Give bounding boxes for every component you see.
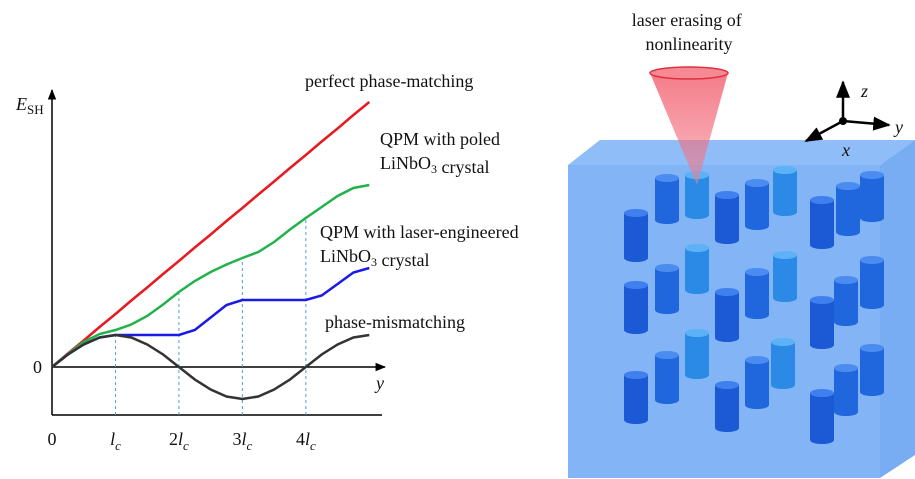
cylinder bbox=[771, 342, 795, 389]
figure: 0 ESH y 0 lc 2lc 3lc 4lc perfect phase-matching Q… bbox=[0, 0, 915, 479]
cylinder-top bbox=[810, 296, 834, 304]
cylinders bbox=[624, 166, 884, 444]
cylinder-top bbox=[655, 351, 679, 359]
cylinder bbox=[655, 178, 679, 224]
cylinder bbox=[715, 292, 739, 342]
cylinder-top bbox=[773, 251, 797, 259]
cylinder-top bbox=[685, 329, 709, 337]
cylinder bbox=[860, 348, 884, 396]
cylinder bbox=[624, 375, 648, 424]
crystal-top bbox=[568, 140, 915, 165]
x-tick-label: 4lc bbox=[296, 429, 316, 453]
cylinder bbox=[834, 280, 858, 326]
cylinder bbox=[745, 183, 769, 230]
crystal-diagram: laser erasing of nonlinearity z y x bbox=[568, 10, 915, 478]
cylinder bbox=[773, 170, 797, 216]
cylinder-top bbox=[810, 196, 834, 204]
axis-y bbox=[843, 121, 889, 125]
cylinder-top bbox=[685, 244, 709, 252]
cylinder bbox=[715, 385, 739, 432]
x-tick-label: 3lc bbox=[232, 429, 252, 453]
x-tick-label: lc bbox=[110, 429, 121, 453]
y-axis-label: ESH bbox=[15, 94, 44, 117]
cylinder bbox=[685, 333, 709, 379]
cylinder-top bbox=[773, 166, 797, 174]
cylinder-top bbox=[715, 191, 739, 199]
series-label: phase-mismatching bbox=[325, 312, 465, 332]
series-label: QPM with poled LiNbO3 crystal bbox=[380, 129, 505, 177]
axis-label: z bbox=[860, 81, 868, 101]
cylinder bbox=[745, 360, 769, 409]
cylinder-top bbox=[715, 381, 739, 389]
laser-top bbox=[650, 67, 728, 79]
cylinder bbox=[715, 195, 739, 244]
cylinder-top bbox=[655, 174, 679, 182]
cylinder-top bbox=[655, 264, 679, 272]
x-tick-label: 0 bbox=[48, 429, 57, 449]
cylinder bbox=[810, 200, 834, 249]
cylinder bbox=[624, 285, 648, 334]
y-tick-label: 0 bbox=[33, 357, 42, 377]
cylinder-top bbox=[715, 288, 739, 296]
cylinder bbox=[773, 255, 797, 302]
series-label: QPM with laser-engineered LiNbO3 crystal bbox=[320, 222, 523, 270]
laser-label: laser erasing of nonlinearity bbox=[632, 10, 746, 54]
cylinder bbox=[655, 355, 679, 404]
x-tick-label: 2lc bbox=[169, 429, 189, 453]
axis-label: x bbox=[841, 140, 850, 160]
cylinder bbox=[624, 213, 648, 262]
series-line bbox=[52, 268, 369, 367]
cylinder-top bbox=[810, 389, 834, 397]
axis-label: y bbox=[893, 117, 903, 137]
cylinder bbox=[685, 248, 709, 294]
cylinder-top bbox=[834, 276, 858, 284]
series-line bbox=[52, 185, 369, 367]
cylinder-top bbox=[860, 256, 884, 264]
chart: 0 ESH y 0 lc 2lc 3lc 4lc perfect phase-matching Q… bbox=[15, 71, 523, 453]
cylinder bbox=[834, 368, 858, 416]
cylinder-top bbox=[860, 171, 884, 179]
cylinder-top bbox=[745, 268, 769, 276]
axis-x bbox=[806, 121, 843, 141]
cylinder-top bbox=[860, 344, 884, 352]
cylinder-top bbox=[624, 281, 648, 289]
cylinder-top bbox=[745, 356, 769, 364]
cylinder-top bbox=[771, 338, 795, 346]
x-axis-label: y bbox=[374, 373, 384, 393]
series-label: perfect phase-matching bbox=[305, 71, 473, 91]
cylinder bbox=[655, 268, 679, 314]
cylinder-top bbox=[745, 179, 769, 187]
cylinder-top bbox=[624, 371, 648, 379]
cylinder bbox=[810, 393, 834, 444]
cylinder-top bbox=[836, 182, 860, 190]
cylinder bbox=[836, 186, 860, 236]
cylinder-top bbox=[834, 364, 858, 372]
cylinder bbox=[745, 272, 769, 319]
cylinder bbox=[860, 260, 884, 309]
cylinder-top bbox=[624, 209, 648, 217]
crystal-side bbox=[880, 140, 915, 478]
cylinder bbox=[860, 175, 884, 222]
axis-origin bbox=[839, 117, 847, 125]
cylinder bbox=[810, 300, 834, 349]
